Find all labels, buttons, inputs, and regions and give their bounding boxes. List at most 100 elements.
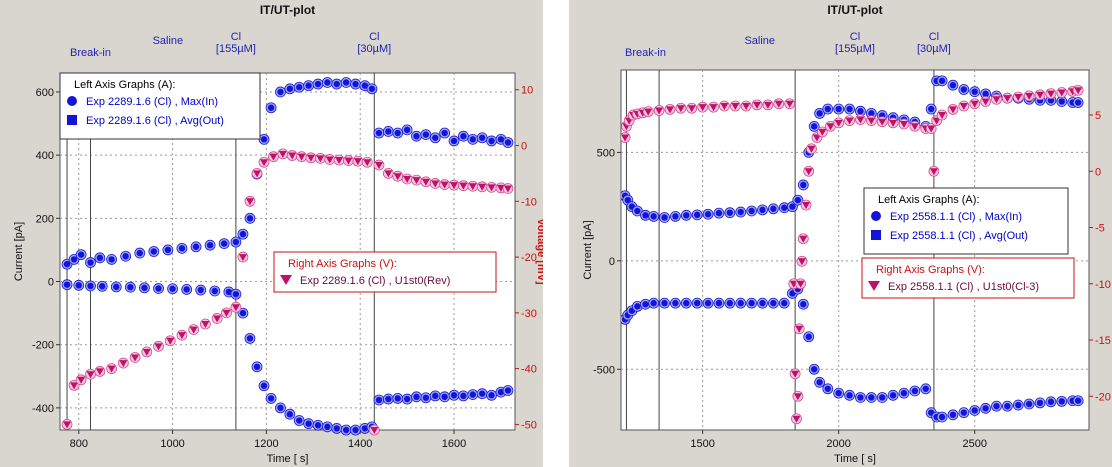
data-point-circle [846,105,853,113]
data-point-circle [634,303,641,310]
data-point-circle [413,393,420,401]
data-point-circle [715,209,723,217]
data-point-triangle [834,119,843,127]
data-point-triangle [970,100,979,108]
data-point-triangle [720,103,729,110]
data-point-circle [1058,98,1065,105]
data-point-triangle [403,175,412,183]
data-point-circle [672,299,679,307]
chart-title: IT/UT-plot [827,3,882,17]
legend-right-entry: Exp 2558.1.1 (Cl) , U1st0(Cl-3) [888,281,1039,293]
data-point-circle [333,425,340,432]
legend-right-title: Right Axis Graphs (V): [288,258,397,270]
data-point-circle [246,335,254,342]
data-point-circle [232,290,240,298]
data-point-triangle [1025,92,1034,100]
data-point-circle [1058,398,1065,405]
data-point-circle [305,82,312,89]
data-point-triangle [487,184,496,192]
data-point-circle [726,299,734,307]
data-point-circle [683,299,690,307]
event-label-concentration: [155µM] [835,43,875,55]
data-point-circle [938,413,946,421]
data-point-triangle [687,105,696,113]
data-point-circle [504,387,512,394]
legend-left-axis [863,187,1069,255]
data-point-circle [1025,400,1033,408]
data-point-circle [672,213,679,220]
x-tick-label: 1600 [442,438,466,450]
data-point-triangle [804,168,813,176]
event-label: Break-in [70,47,111,59]
data-point-triangle [253,170,262,178]
event-label: Break-in [625,47,666,59]
data-point-circle [375,129,383,137]
data-point-circle [99,283,106,290]
data-point-circle [504,139,512,146]
data-point-triangle [793,393,802,401]
data-point-circle [385,395,392,403]
data-point-triangle [77,376,86,384]
data-point-circle [982,90,989,98]
data-point-circle [267,104,275,111]
y-tick-label-left: 0 [609,256,615,268]
data-point-circle [246,215,254,222]
data-point-triangle [818,128,827,136]
data-point-triangle [297,153,306,161]
data-point-circle [624,196,632,204]
data-point-circle [63,281,71,288]
data-point-circle [949,81,957,89]
data-point-circle [650,299,657,307]
data-point-circle [982,405,989,412]
legend-square-marker [67,115,77,125]
data-point-circle [1074,99,1082,106]
legend-left-entry: Exp 2558.1.1 (Cl) , Avg(Out) [890,230,1028,242]
legend-left-axis [59,72,261,140]
data-point-circle [441,129,448,137]
y-tick-label-left: 500 [597,147,615,159]
y-tick-label-right: -10 [1095,279,1111,291]
data-point-triangle [959,103,968,110]
data-point-circle [800,181,807,189]
data-point-circle [361,82,369,89]
data-point-triangle [269,153,278,161]
data-point-triangle [468,183,477,191]
data-point-circle [77,251,85,258]
y-tick-label-left: 600 [36,87,54,99]
data-point-triangle [1014,94,1023,101]
data-point-circle [403,126,411,134]
data-point-triangle [288,152,297,160]
event-label-concentration: [155µM] [216,43,256,55]
data-point-circle [432,134,439,141]
data-point-circle [846,392,853,399]
data-point-triangle [856,116,865,124]
event-label: Saline [744,35,775,47]
data-point-triangle [1057,89,1066,97]
data-point-circle [296,84,303,91]
data-point-circle [693,211,701,219]
data-point-triangle [948,106,957,114]
data-point-circle [497,388,505,396]
data-point-circle [704,211,712,218]
data-point-triangle [95,368,104,376]
data-point-circle [469,136,476,143]
data-point-circle [296,417,303,424]
y-tick-label-right: -15 [1095,335,1111,347]
data-point-circle [816,110,823,117]
data-point-circle [178,245,186,252]
data-point-triangle [393,173,402,181]
event-label-concentration: [30µM] [357,43,391,55]
data-point-triangle [938,112,947,119]
y-tick-label-left: 200 [36,213,54,225]
data-point-triangle [929,168,938,176]
data-point-triangle [412,177,421,185]
data-point-circle [260,136,268,143]
data-point-circle [488,392,495,399]
data-point-circle [361,425,369,432]
data-point-circle [450,392,458,399]
data-point-circle [324,79,331,86]
data-point-circle [136,249,143,257]
data-point-circle [824,105,831,113]
legend-left-entry: Exp 2558.1.1 (Cl) , Max(In) [890,211,1022,223]
data-point-circle [949,411,957,419]
